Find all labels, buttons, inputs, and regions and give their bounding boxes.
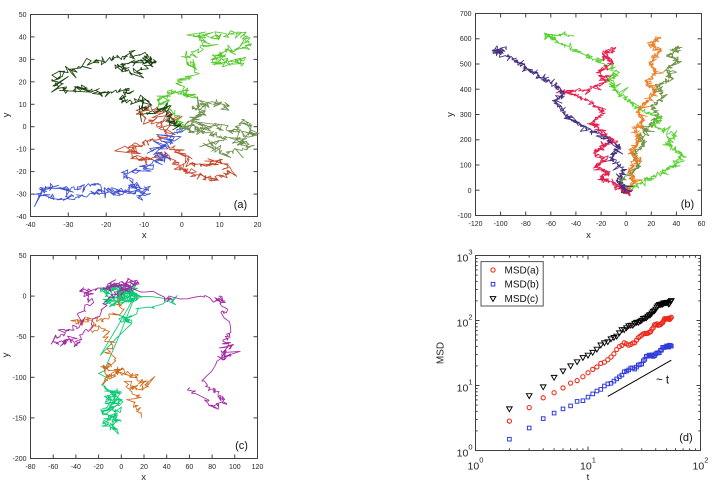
svg-text:-50: -50 xyxy=(16,334,26,341)
svg-text:400: 400 xyxy=(460,87,472,94)
svg-text:10: 10 xyxy=(216,222,224,229)
svg-text:-10: -10 xyxy=(16,147,26,154)
svg-text:MSD(a): MSD(a) xyxy=(505,266,539,277)
svg-text:-20: -20 xyxy=(596,221,606,228)
svg-text:MSD: MSD xyxy=(436,342,447,364)
svg-text:0: 0 xyxy=(180,222,184,229)
svg-text:-80: -80 xyxy=(25,464,35,471)
svg-text:0: 0 xyxy=(119,464,123,471)
svg-text:120: 120 xyxy=(252,464,264,471)
svg-text:y: y xyxy=(1,112,12,117)
svg-text:y: y xyxy=(1,352,12,357)
svg-text:MSD(c): MSD(c) xyxy=(505,294,539,305)
svg-text:10: 10 xyxy=(19,102,27,109)
svg-text:600: 600 xyxy=(460,36,472,43)
svg-text:(d): (d) xyxy=(679,432,692,444)
svg-text:-30: -30 xyxy=(63,222,73,229)
svg-text:60: 60 xyxy=(186,464,194,471)
svg-text:50: 50 xyxy=(19,253,27,260)
svg-text:100: 100 xyxy=(229,464,241,471)
svg-text:40: 40 xyxy=(19,34,27,41)
svg-text:700: 700 xyxy=(460,11,472,18)
svg-text:-20: -20 xyxy=(101,222,111,229)
svg-text:-200: -200 xyxy=(12,456,26,463)
svg-text:(c): (c) xyxy=(235,440,248,452)
svg-text:500: 500 xyxy=(460,62,472,69)
svg-text:0: 0 xyxy=(624,221,628,228)
svg-text:-150: -150 xyxy=(12,415,26,422)
svg-text:30: 30 xyxy=(19,57,27,64)
svg-text:-40: -40 xyxy=(71,464,81,471)
svg-text:y: y xyxy=(445,112,456,117)
svg-text:0: 0 xyxy=(468,188,472,195)
svg-text:-100: -100 xyxy=(12,375,26,382)
svg-text:(b): (b) xyxy=(681,198,694,210)
svg-text:0: 0 xyxy=(23,124,27,131)
svg-text:20: 20 xyxy=(19,79,27,86)
svg-text:40: 40 xyxy=(163,464,171,471)
svg-text:~ t: ~ t xyxy=(656,375,670,387)
svg-text:40: 40 xyxy=(673,221,681,228)
svg-text:-10: -10 xyxy=(139,222,149,229)
svg-text:-100: -100 xyxy=(457,213,471,220)
svg-text:x: x xyxy=(142,230,147,241)
svg-text:80: 80 xyxy=(208,464,216,471)
svg-text:20: 20 xyxy=(140,464,148,471)
svg-text:-40: -40 xyxy=(16,214,26,221)
svg-text:60: 60 xyxy=(698,221,706,228)
svg-text:t: t xyxy=(587,472,590,483)
svg-text:-80: -80 xyxy=(521,221,531,228)
svg-text:-30: -30 xyxy=(16,192,26,199)
svg-text:20: 20 xyxy=(647,221,655,228)
svg-text:100: 100 xyxy=(460,163,472,170)
svg-text:x: x xyxy=(141,472,146,483)
svg-text:50: 50 xyxy=(19,12,27,19)
svg-text:(a): (a) xyxy=(234,199,247,211)
svg-text:-20: -20 xyxy=(94,464,104,471)
svg-text:200: 200 xyxy=(460,137,472,144)
svg-text:-40: -40 xyxy=(571,221,581,228)
svg-text:x: x xyxy=(586,230,591,241)
svg-text:-60: -60 xyxy=(546,221,556,228)
svg-text:-60: -60 xyxy=(48,464,58,471)
svg-text:20: 20 xyxy=(254,222,262,229)
svg-text:-40: -40 xyxy=(25,222,35,229)
svg-text:0: 0 xyxy=(23,294,27,301)
svg-text:-100: -100 xyxy=(494,221,508,228)
svg-text:300: 300 xyxy=(460,112,472,119)
svg-text:MSD(b): MSD(b) xyxy=(505,280,539,291)
svg-text:-120: -120 xyxy=(468,221,482,228)
svg-text:-20: -20 xyxy=(16,169,26,176)
